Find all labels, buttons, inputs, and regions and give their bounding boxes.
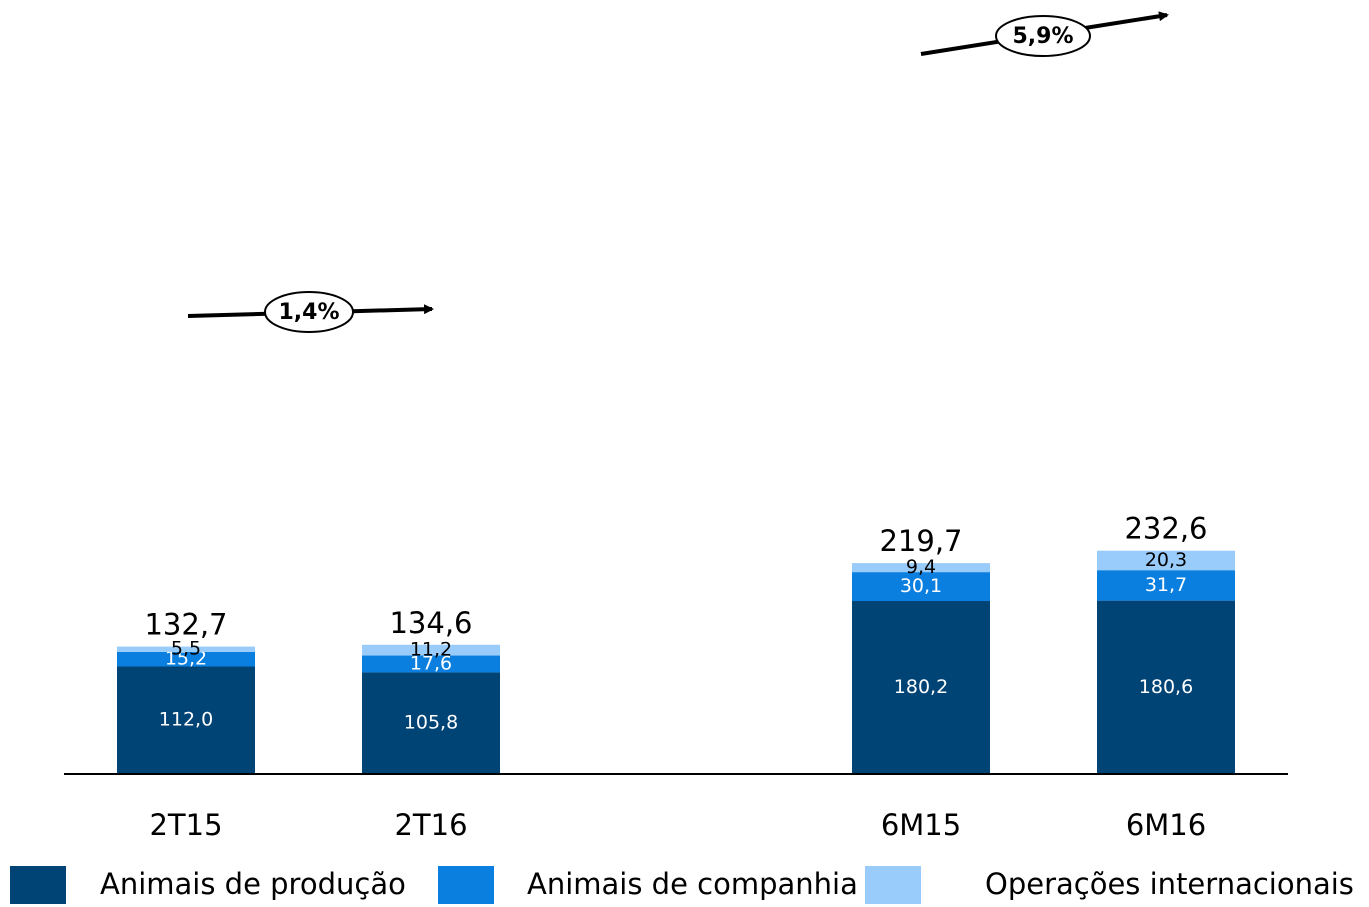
category-label-6M15: 6M15	[881, 808, 961, 842]
legend-swatch-3	[865, 866, 921, 904]
segment-value-label: 180,6	[1139, 676, 1193, 698]
segment-value-label: 20,3	[1145, 549, 1187, 571]
segment-value-label: 9,4	[906, 556, 936, 578]
total-label-2T15: 132,7	[144, 608, 227, 642]
category-label-2T16: 2T16	[394, 808, 467, 842]
legend: Animais de produção Animais de companhia O…	[10, 866, 1354, 904]
category-label-6M16: 6M16	[1126, 808, 1206, 842]
growth-label: 1,4%	[278, 300, 339, 325]
segment-value-label: 112,0	[159, 709, 213, 731]
bar-segment-2-6M15	[852, 572, 990, 602]
segment-value-label: 31,7	[1145, 574, 1187, 596]
total-label-6M15: 219,7	[879, 524, 962, 558]
legend-swatch-1	[10, 866, 66, 904]
growth-badge	[264, 291, 354, 333]
segment-value-label: 30,1	[900, 575, 942, 597]
bar-segment-3-6M16	[1097, 550, 1235, 571]
growth-annotations: 1,4% 5,9%	[187, 11, 1169, 333]
bar-segment-2-6M16	[1097, 570, 1235, 601]
bar-segment-1-2T15	[117, 666, 255, 774]
legend-label-2: Animais de companhia	[527, 867, 858, 901]
bar-segment-1-2T16	[362, 672, 500, 774]
legend-swatch-2	[438, 866, 494, 904]
segment-value-label: 5,5	[171, 638, 201, 660]
bar-segment-1-6M15	[852, 601, 990, 774]
segment-value-label: 11,2	[410, 639, 452, 661]
segment-value-label: 105,8	[404, 712, 458, 734]
totals-group: 132,7 134,6 219,7 232,6	[144, 512, 1207, 642]
segment-value-label: 17,6	[410, 652, 452, 674]
legend-label-3: Operações internacionais	[985, 867, 1354, 901]
bar-segment-2-2T15	[117, 651, 255, 667]
category-label-2T15: 2T15	[149, 808, 222, 842]
growth-badge	[995, 15, 1091, 57]
category-labels: 2T15 2T16 6M15 6M16	[149, 808, 1206, 842]
segment-value-label: 15,2	[165, 648, 207, 670]
total-label-6M16: 232,6	[1124, 512, 1207, 546]
segment-value-label: 180,2	[894, 676, 948, 698]
bar-segment-1-6M16	[1097, 600, 1235, 774]
total-label-2T16: 134,6	[389, 606, 472, 640]
bar-segment-3-6M15	[852, 563, 990, 573]
bar-segment-3-2T15	[117, 646, 255, 652]
growth-label: 5,9%	[1012, 24, 1073, 49]
legend-label-1: Animais de produção	[100, 867, 406, 901]
bars-group: 112,0 15,25,5 105,8 17,611,2 180,2 30,19,4 180…	[117, 549, 1235, 774]
bar-segment-3-2T16	[362, 644, 500, 656]
bar-segment-2-2T16	[362, 655, 500, 673]
